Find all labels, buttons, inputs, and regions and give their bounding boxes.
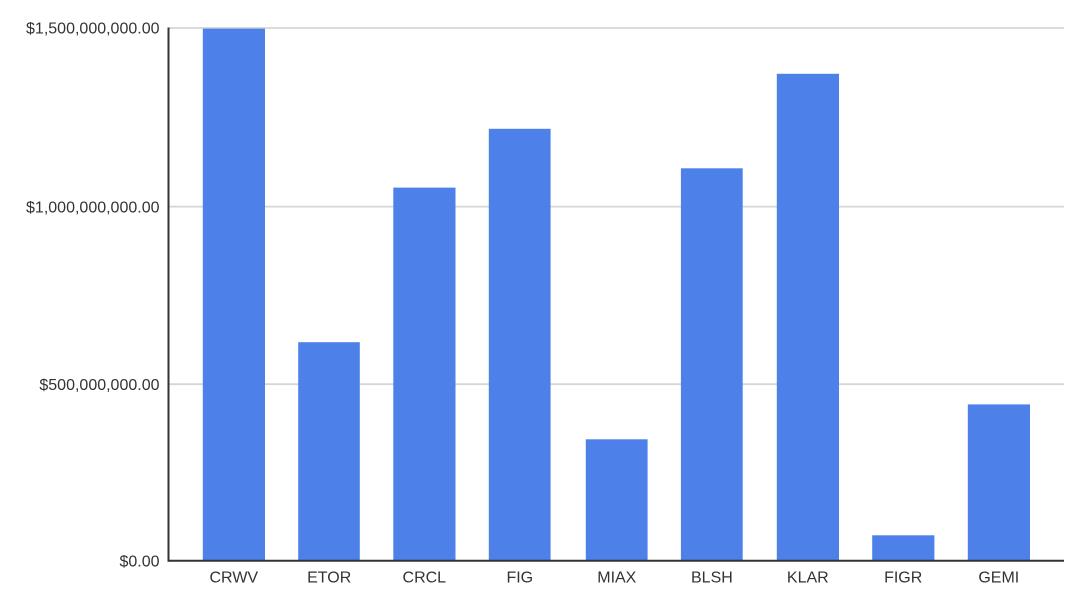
svg-text:FIG: FIG [506,570,533,587]
svg-text:KLAR: KLAR [787,570,829,587]
svg-text:CRWV: CRWV [210,570,259,587]
svg-text:FIGR: FIGR [884,570,922,587]
svg-text:$1,500,000,000.00: $1,500,000,000.00 [26,21,160,38]
svg-text:$0.00: $0.00 [119,553,159,570]
svg-text:MIAX: MIAX [597,570,636,587]
svg-text:BLSH: BLSH [691,570,733,587]
svg-text:GEMI: GEMI [978,570,1019,587]
svg-text:ETOR: ETOR [307,570,351,587]
svg-text:$1,000,000,000.00: $1,000,000,000.00 [26,199,160,216]
svg-text:CRCL: CRCL [403,570,447,587]
svg-text:$500,000,000.00: $500,000,000.00 [39,377,159,394]
